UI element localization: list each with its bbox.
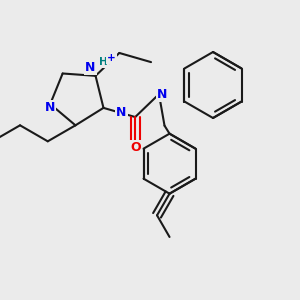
Text: H: H (99, 57, 108, 67)
Text: N: N (85, 61, 96, 74)
Text: O: O (130, 140, 140, 154)
Text: N: N (45, 100, 56, 114)
Text: N: N (157, 88, 167, 101)
Text: N: N (116, 106, 127, 119)
Text: +: + (107, 53, 116, 63)
